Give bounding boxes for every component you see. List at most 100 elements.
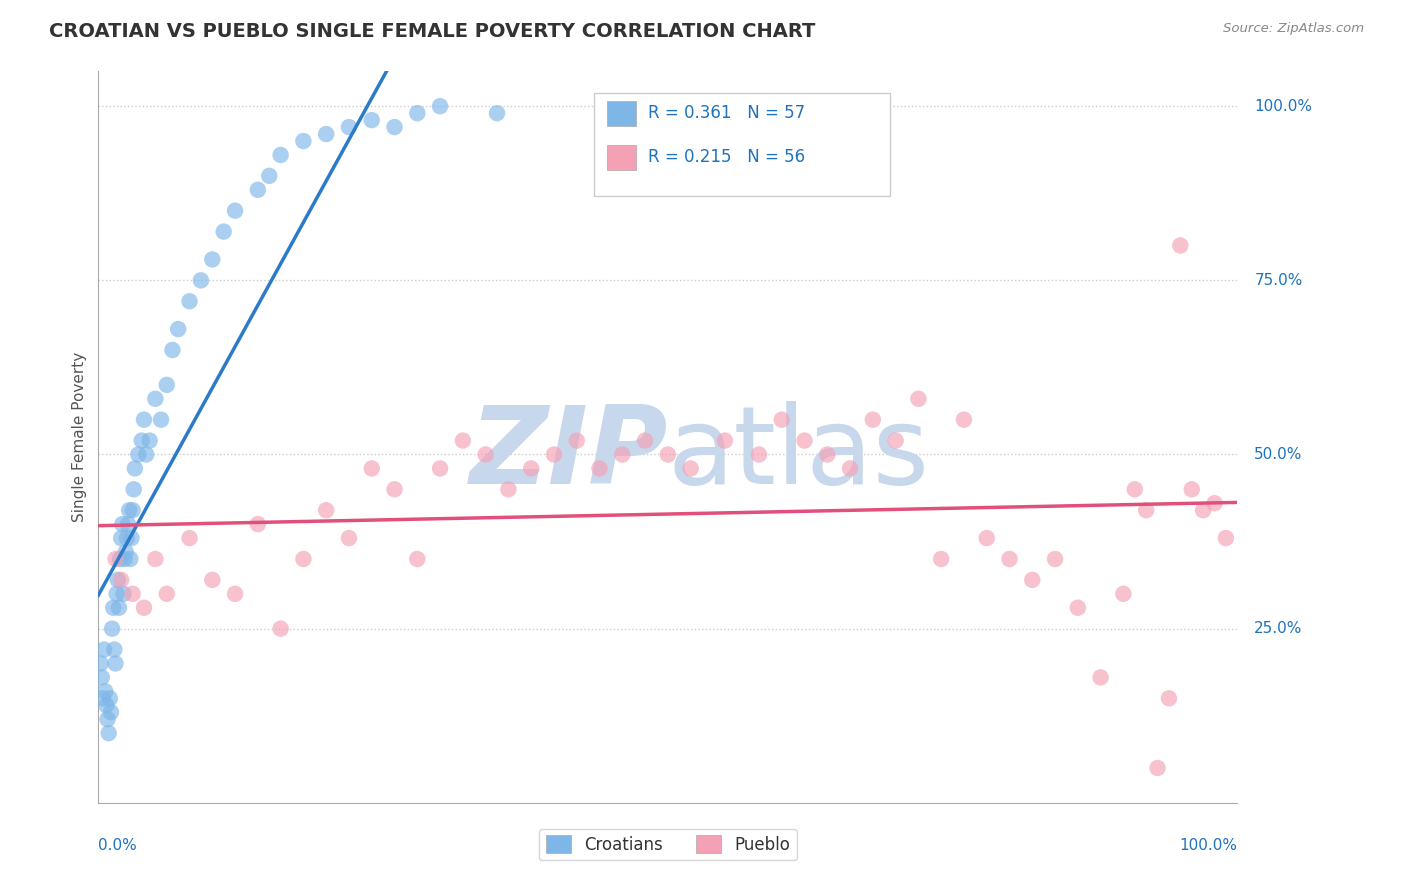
Point [108, 600, 131, 615]
Point [224, 203, 246, 218]
Bar [607, 101, 636, 127]
Point [292, 552, 315, 566]
Point [384, 483, 406, 497]
Point [815, 448, 838, 462]
Point [862, 412, 884, 426]
Point [90, 657, 112, 671]
Point [179, 531, 201, 545]
Point [406, 552, 429, 566]
Point [127, 448, 149, 462]
Point [117, 517, 139, 532]
Point [929, 552, 952, 566]
Point [190, 273, 212, 287]
Point [138, 434, 160, 448]
Point [100, 705, 122, 719]
Point [201, 252, 224, 267]
Y-axis label: Single Female Poverty: Single Female Poverty [72, 352, 87, 522]
Point [451, 434, 474, 448]
Point [179, 294, 201, 309]
Point [1021, 573, 1043, 587]
Point [105, 587, 128, 601]
Point [1157, 691, 1180, 706]
Point [101, 622, 124, 636]
Point [110, 573, 132, 587]
Point [156, 587, 179, 601]
Point [112, 587, 135, 601]
Point [1123, 483, 1146, 497]
Point [543, 448, 565, 462]
Point [97, 726, 120, 740]
Point [98, 691, 121, 706]
Point [270, 622, 292, 636]
Point [1043, 552, 1066, 566]
Point [588, 461, 610, 475]
Point [212, 225, 235, 239]
Point [360, 113, 382, 128]
Point [121, 503, 143, 517]
Point [145, 552, 167, 566]
Point [429, 461, 451, 475]
Point [132, 600, 155, 615]
Point [953, 412, 976, 426]
Point [565, 434, 588, 448]
Point [120, 531, 142, 545]
Point [292, 134, 315, 148]
Point [103, 642, 125, 657]
Point [111, 517, 134, 532]
Point [110, 531, 132, 545]
Text: atlas: atlas [668, 401, 929, 508]
Point [1181, 483, 1204, 497]
Text: 50.0%: 50.0% [1254, 447, 1303, 462]
Point [360, 461, 382, 475]
Point [259, 169, 281, 183]
Point [167, 322, 190, 336]
Point [770, 412, 793, 426]
Point [1170, 238, 1192, 252]
Point [120, 552, 142, 566]
Text: 25.0%: 25.0% [1254, 621, 1303, 636]
Point [246, 183, 269, 197]
Point [224, 587, 246, 601]
Point [612, 448, 634, 462]
Point [634, 434, 657, 448]
Point [884, 434, 907, 448]
Text: R = 0.361   N = 57: R = 0.361 N = 57 [648, 104, 806, 122]
Point [114, 552, 136, 566]
Point [1090, 670, 1112, 684]
Point [315, 503, 337, 517]
Bar [593, 94, 890, 195]
Text: 0.0%: 0.0% [98, 838, 138, 853]
Point [1215, 531, 1237, 545]
Point [118, 503, 141, 517]
Point [1192, 503, 1215, 517]
Point [93, 642, 115, 657]
Point [114, 545, 136, 559]
Point [122, 483, 145, 497]
Point [132, 412, 155, 426]
Point [115, 531, 138, 545]
Point [657, 448, 679, 462]
Bar [607, 145, 636, 170]
Point [135, 448, 157, 462]
Point [145, 392, 167, 406]
Point [121, 587, 143, 601]
Point [131, 434, 153, 448]
Legend: Croatians, Pueblo: Croatians, Pueblo [538, 829, 797, 860]
Point [748, 448, 770, 462]
Point [384, 120, 406, 134]
Point [907, 392, 929, 406]
Point [91, 691, 114, 706]
Point [1067, 600, 1090, 615]
Point [246, 517, 269, 532]
Point [150, 412, 173, 426]
Point [156, 377, 179, 392]
Point [1135, 503, 1157, 517]
Point [839, 461, 862, 475]
Point [96, 712, 118, 726]
Point [96, 698, 118, 713]
Point [108, 552, 131, 566]
Point [474, 448, 496, 462]
Point [679, 461, 702, 475]
Point [486, 106, 509, 120]
Point [94, 684, 117, 698]
